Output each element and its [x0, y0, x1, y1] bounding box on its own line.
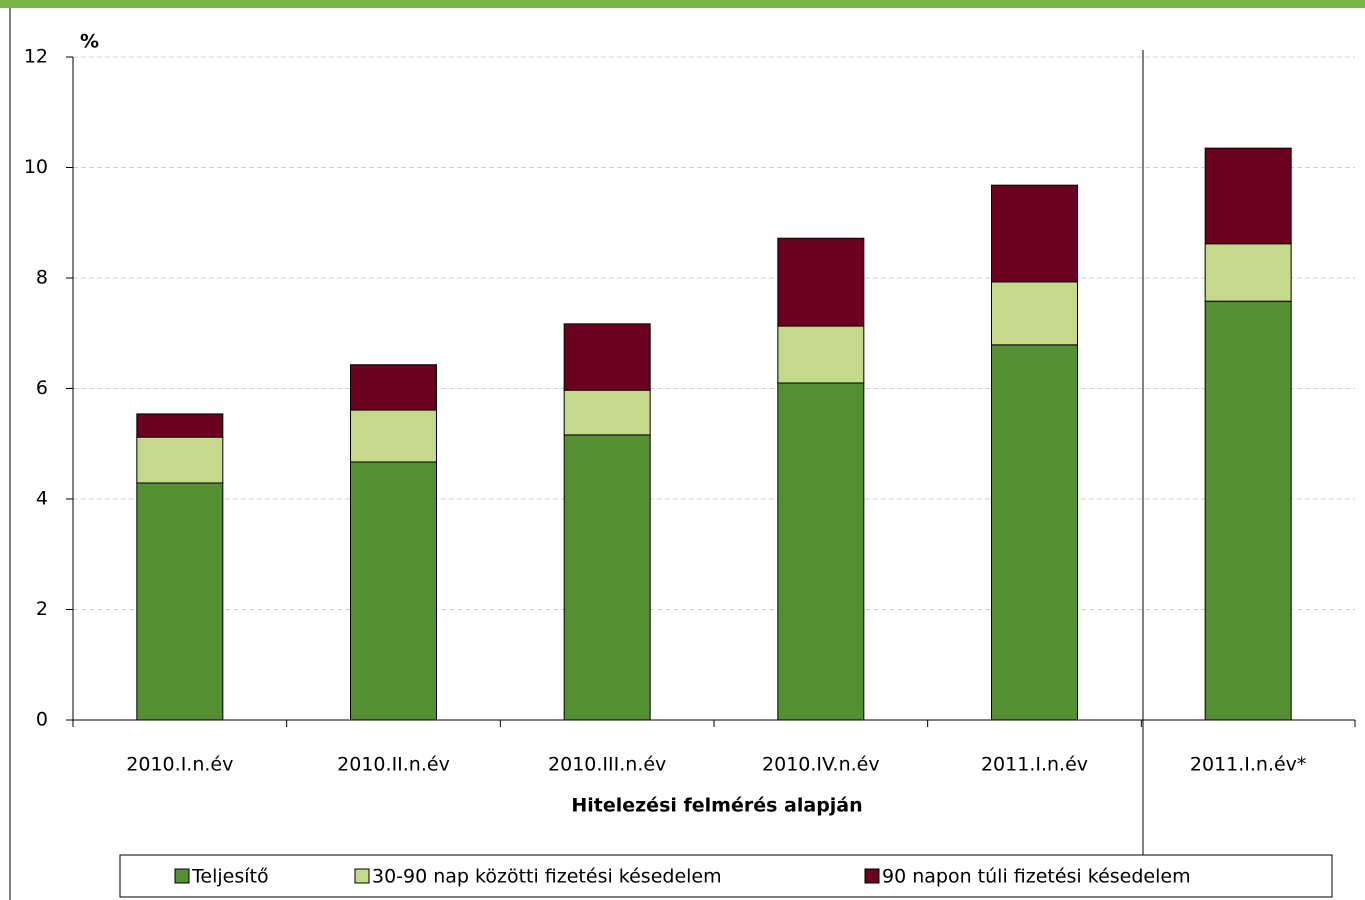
y-unit: % [80, 31, 99, 53]
bar-segment [1204, 147, 1292, 245]
legend-swatch [354, 868, 370, 884]
bar-segment [991, 344, 1078, 721]
bar-segment [777, 382, 865, 721]
bar-segment [350, 409, 437, 463]
bar-segment [1204, 300, 1292, 721]
bar-segment [777, 325, 865, 384]
x-tick-label: 2010.IV.n.év [762, 754, 880, 776]
bar-segment [563, 389, 651, 436]
legend-label: Teljesítő [191, 866, 269, 888]
y-tick-label: 8 [36, 267, 48, 289]
y-tick-label: 4 [36, 488, 48, 510]
bar-segment [1204, 243, 1292, 302]
bar-segment [991, 281, 1078, 346]
top-band [0, 0, 1365, 8]
bar-segment [777, 237, 865, 327]
y-tick-label: 2 [36, 598, 48, 620]
legend-label: 90 napon túli fizetési késedelem [882, 866, 1191, 888]
bar-segment [563, 434, 651, 721]
y-tick-label: 10 [24, 156, 48, 178]
x-tick-label: 2010.I.n.év [126, 754, 233, 776]
legend-box [119, 854, 1333, 898]
legend-swatch [174, 868, 190, 884]
x-tick-label: 2011.I.n.év* [1190, 754, 1307, 776]
legend-swatch [864, 868, 880, 884]
x-tick-label: 2010.II.n.év [337, 754, 450, 776]
y-tick-label: 12 [24, 46, 48, 68]
x-tick-label: 2011.I.n.év [981, 754, 1088, 776]
bar-segment [136, 436, 224, 484]
bar-segment [350, 364, 437, 411]
y-tick-label: 6 [36, 377, 48, 399]
y-tick-label: 0 [36, 709, 48, 731]
bar-segment [136, 413, 224, 438]
bar-segment [350, 461, 437, 721]
legend-label: 30-90 nap közötti fizetési késedelem [372, 866, 722, 888]
bar-segment [136, 482, 224, 721]
x-axis-title: Hitelezési felmérés alapján [571, 795, 862, 817]
bar-segment [991, 184, 1078, 283]
x-tick-label: 2010.III.n.év [548, 754, 666, 776]
bar-segment [563, 323, 651, 391]
